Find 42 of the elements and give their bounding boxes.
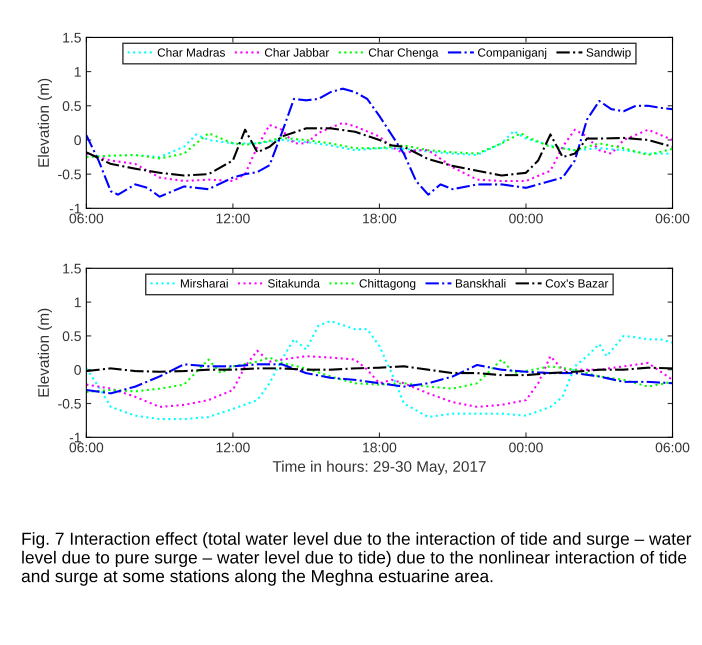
legend-label: Banskhali — [456, 278, 506, 288]
y-tick-label: 1.5 — [63, 264, 81, 274]
line-series — [86, 356, 673, 394]
y-tick-label: 0.5 — [62, 331, 81, 342]
line-series — [86, 363, 673, 394]
y-tick-label: -0.5 — [58, 169, 81, 180]
x-tick-label: 06:00 — [656, 442, 690, 452]
x-tick-label: 12:00 — [216, 214, 250, 224]
y-tick-label: -1 — [70, 432, 81, 442]
x-tick-label: 00:00 — [509, 442, 543, 452]
line-series — [86, 320, 673, 420]
legend-label: Mirsharai — [180, 278, 228, 288]
legend-label: Char Jabbar — [264, 48, 330, 57]
y-axis-title: Elevation (m) — [38, 78, 52, 167]
x-axis-title: Time in hours: 29-30 May, 2017 — [272, 460, 486, 475]
legend-label: Chittagong — [360, 278, 416, 290]
y-tick-label: -0.5 — [58, 398, 81, 409]
legend-label: Char Chenga — [368, 48, 438, 60]
x-tick-label: 18:00 — [363, 214, 396, 224]
x-tick-label: 06:00 — [656, 214, 690, 224]
x-tick-label: 06:00 — [70, 214, 104, 224]
y-tick-label: 1 — [74, 67, 81, 77]
line-series — [86, 350, 673, 408]
legend-label: Char Madras — [158, 48, 225, 57]
legend-label: Cox's Bazar — [546, 279, 608, 288]
legend-label: Sitakunda — [268, 278, 320, 288]
line-series — [86, 122, 673, 182]
line-series — [86, 88, 673, 198]
legend-label: Sandwip — [586, 48, 631, 60]
y-tick-label: 0 — [74, 135, 81, 146]
x-tick-label: 06:00 — [70, 442, 104, 452]
legend-label: Companiganj — [478, 48, 546, 60]
x-tick-label: 00:00 — [509, 214, 543, 224]
x-tick-label: 18:00 — [363, 442, 396, 452]
y-tick-label: -1 — [70, 204, 81, 214]
y-tick-label: 0.5 — [62, 101, 81, 111]
y-tick-label: 0 — [74, 365, 81, 375]
y-tick-label: 1 — [74, 298, 81, 308]
x-tick-label: 12:00 — [216, 442, 250, 452]
y-tick-label: 1.5 — [63, 32, 81, 43]
caption: Fig. 7 Interaction effect (total water level due to the interaction of tide and surge – water level due to pure surge – water level due to tide) due to the nonlinear interaction of tide and surge at some stations along the Meghna estuarine area. — [22, 532, 692, 586]
y-axis-title: Elevation (m) — [38, 308, 52, 397]
